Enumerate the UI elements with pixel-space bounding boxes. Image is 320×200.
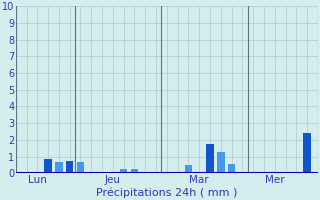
Bar [185, 165, 192, 173]
Bar [217, 152, 225, 173]
Bar [44, 159, 52, 173]
Bar [77, 162, 84, 173]
Bar [120, 169, 127, 173]
Bar [55, 162, 63, 173]
Bar [131, 169, 138, 173]
X-axis label: Précipitations 24h ( mm ): Précipitations 24h ( mm ) [96, 187, 237, 198]
Bar [228, 164, 235, 173]
Bar [66, 161, 74, 173]
Bar [303, 133, 311, 173]
Bar [206, 144, 214, 173]
